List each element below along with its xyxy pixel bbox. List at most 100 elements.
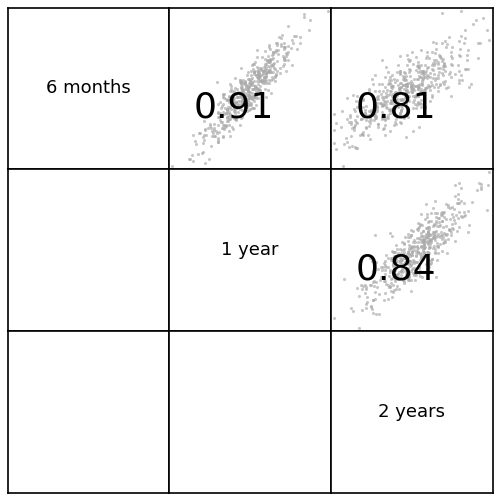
Point	[426, 216, 434, 224]
Point	[378, 90, 386, 98]
Point	[475, 179, 483, 187]
Point	[209, 128, 217, 136]
Point	[426, 82, 434, 90]
Point	[355, 292, 363, 300]
Point	[242, 84, 250, 92]
Point	[362, 124, 370, 132]
Point	[396, 109, 404, 117]
Point	[194, 129, 202, 137]
Point	[276, 33, 283, 41]
Point	[256, 85, 264, 93]
Point	[457, 197, 465, 205]
Point	[300, 12, 308, 20]
Point	[339, 162, 347, 170]
Point	[296, 34, 304, 42]
Point	[451, 219, 459, 227]
Point	[227, 100, 235, 108]
Point	[188, 151, 196, 159]
Point	[250, 104, 258, 112]
Point	[398, 268, 406, 276]
Point	[414, 98, 422, 106]
Point	[404, 276, 411, 284]
Point	[382, 100, 390, 108]
Point	[432, 228, 440, 235]
Point	[224, 109, 232, 117]
Point	[425, 250, 433, 258]
Point	[402, 254, 409, 262]
Point	[409, 85, 417, 93]
Point	[376, 99, 384, 107]
Point	[442, 215, 450, 223]
Point	[434, 60, 442, 68]
Point	[237, 92, 245, 100]
Point	[390, 274, 398, 281]
Point	[474, 54, 482, 62]
Point	[420, 232, 428, 240]
Point	[256, 70, 264, 78]
Point	[430, 82, 438, 90]
Point	[248, 78, 256, 86]
Point	[373, 103, 381, 111]
Point	[214, 138, 222, 146]
Point	[254, 84, 262, 92]
Point	[253, 63, 261, 71]
Point	[419, 68, 427, 76]
Point	[272, 70, 280, 78]
Point	[231, 116, 239, 124]
Point	[368, 281, 376, 289]
Point	[428, 234, 436, 242]
Point	[450, 224, 458, 232]
Point	[428, 92, 436, 100]
Point	[218, 112, 226, 120]
Point	[259, 68, 267, 76]
Point	[266, 68, 274, 76]
Point	[404, 253, 412, 261]
Point	[408, 82, 416, 90]
Point	[460, 34, 468, 42]
Point	[406, 230, 414, 238]
Point	[366, 254, 374, 262]
Point	[372, 258, 380, 266]
Point	[416, 254, 424, 262]
Point	[206, 154, 214, 162]
Point	[440, 60, 448, 68]
Point	[382, 103, 390, 111]
Point	[415, 224, 423, 232]
Point	[226, 132, 234, 140]
Point	[410, 259, 418, 267]
Point	[397, 96, 405, 104]
Point	[437, 209, 445, 217]
Point	[398, 119, 406, 127]
Point	[358, 96, 366, 104]
Point	[412, 258, 420, 266]
Point	[397, 78, 405, 86]
Point	[402, 250, 410, 258]
Point	[408, 104, 416, 112]
Point	[252, 94, 260, 102]
Point	[409, 256, 417, 264]
Point	[272, 46, 280, 54]
Point	[416, 80, 424, 88]
Point	[404, 88, 412, 96]
Point	[218, 118, 226, 126]
Point	[196, 130, 204, 138]
Point	[391, 118, 399, 126]
Point	[428, 230, 436, 238]
Point	[414, 83, 422, 91]
Point	[381, 98, 389, 106]
Point	[386, 106, 394, 114]
Point	[245, 82, 253, 90]
Point	[214, 138, 222, 146]
Point	[366, 108, 374, 116]
Point	[244, 88, 252, 96]
Point	[406, 72, 414, 80]
Point	[424, 224, 432, 232]
Point	[447, 48, 455, 56]
Point	[251, 58, 259, 66]
Point	[214, 134, 222, 141]
Point	[231, 113, 239, 121]
Text: 6 months: 6 months	[46, 80, 130, 98]
Point	[433, 256, 441, 264]
Point	[462, 56, 470, 64]
Point	[386, 283, 394, 291]
